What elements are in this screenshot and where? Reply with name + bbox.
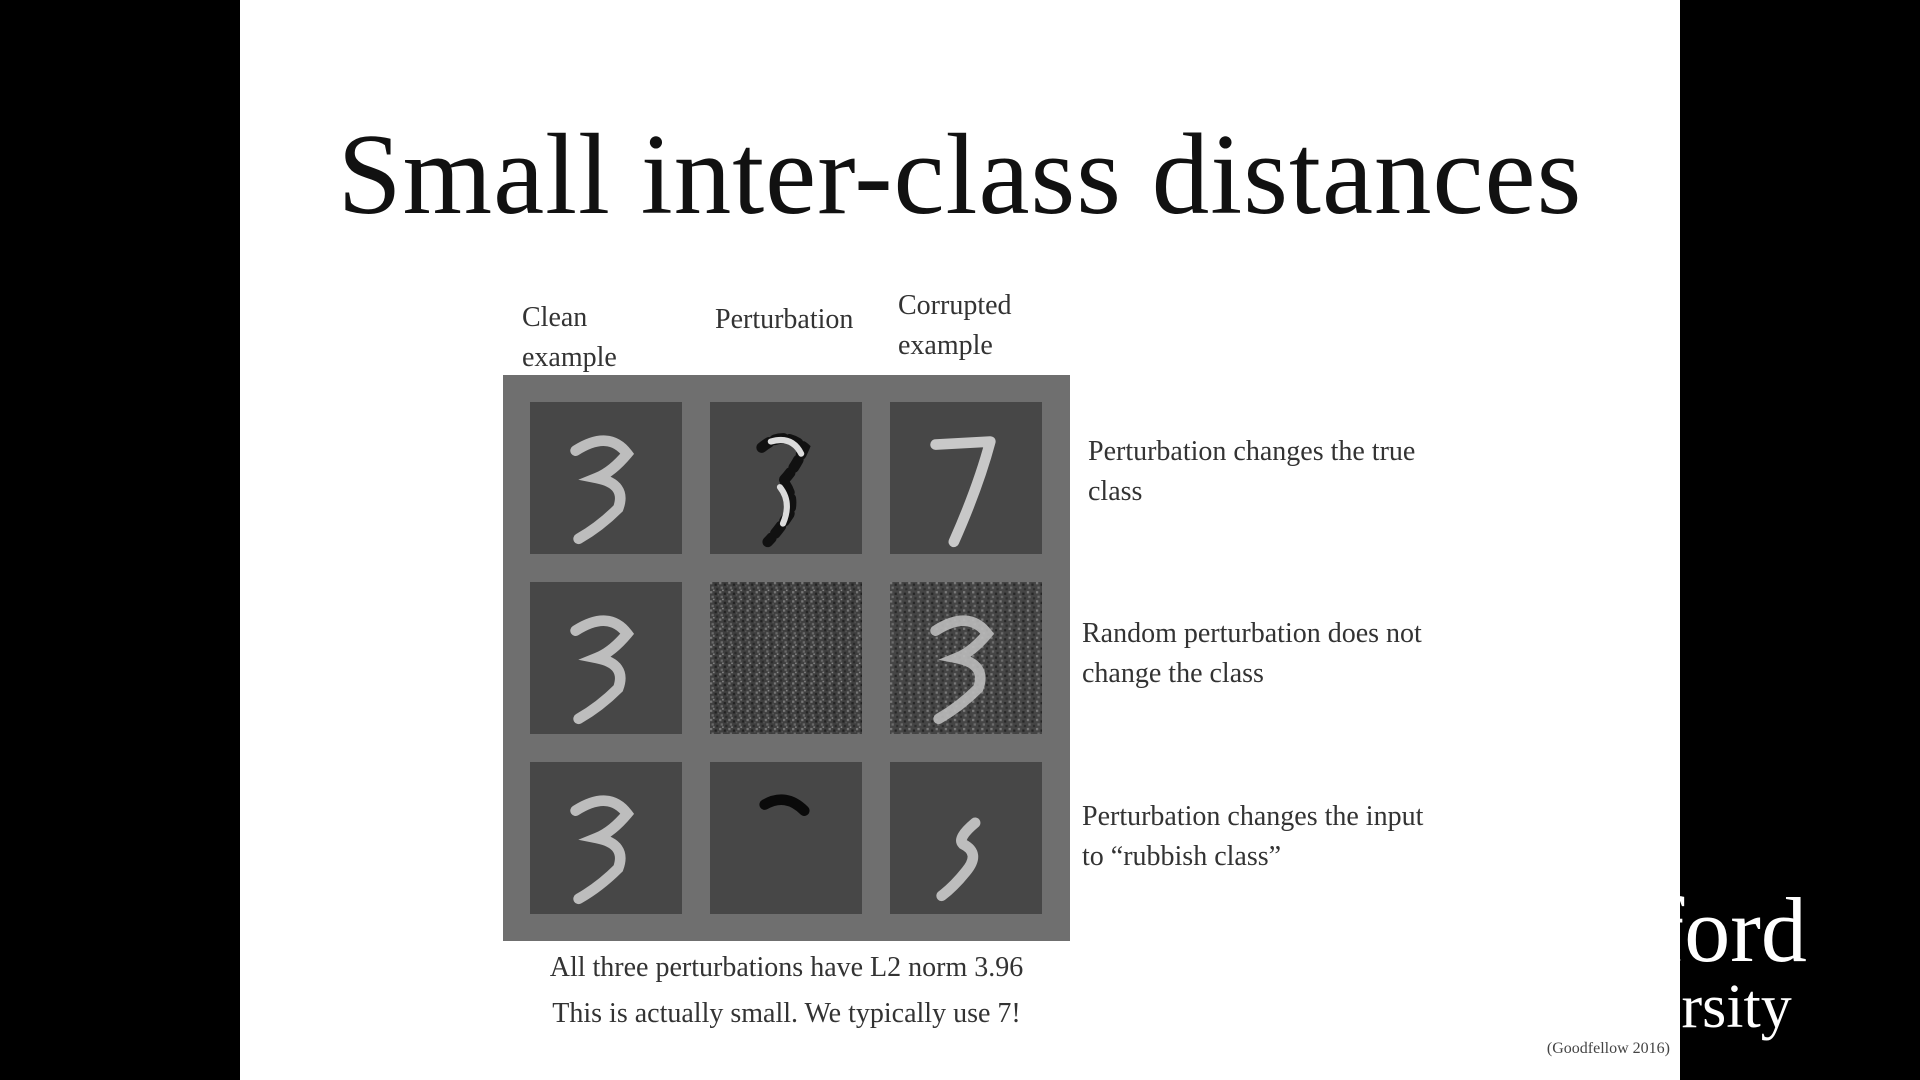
row-2-explanation: Random perturbation does not change the … (1082, 618, 1422, 689)
noisy-digit-3-image (890, 582, 1042, 734)
slide-title: Small inter-class distances (337, 111, 1583, 238)
stanford-university-logo: Stanford University (1490, 879, 1920, 1041)
clean-digit-3-image (530, 582, 682, 734)
logo-line-1: Stanford (1490, 879, 1807, 981)
clean-digit-3-image (530, 402, 682, 554)
random-noise-perturbation-image (710, 582, 862, 734)
row-3-explanation: Perturbation changes the input to “rubbi… (1082, 801, 1424, 872)
column-header-perturbation: Perturbation (715, 304, 854, 335)
citation: (Goodfellow 2016) (1546, 1040, 1670, 1057)
perturbation-digit-image (710, 402, 862, 554)
rubbish-class-digit-image (890, 762, 1042, 914)
column-header-corrupted: Corrupted example (898, 290, 1012, 361)
row-1-explanation: Perturbation changes the true class (1088, 436, 1416, 507)
clean-digit-3-image (530, 762, 682, 914)
slide: Small inter-class distances Clean exampl… (240, 0, 1680, 1080)
caption-line-1: All three perturbations have L2 norm 3.9… (549, 952, 1024, 983)
column-header-clean: Clean example (522, 302, 617, 373)
logo-line-2: University (1530, 973, 1792, 1041)
corrupted-digit-7-image (890, 402, 1042, 554)
caption-line-2: This is actually small. We typically use… (552, 998, 1021, 1029)
mnist-image-grid (503, 375, 1070, 941)
stroke-erasing-perturbation-image (710, 762, 862, 914)
